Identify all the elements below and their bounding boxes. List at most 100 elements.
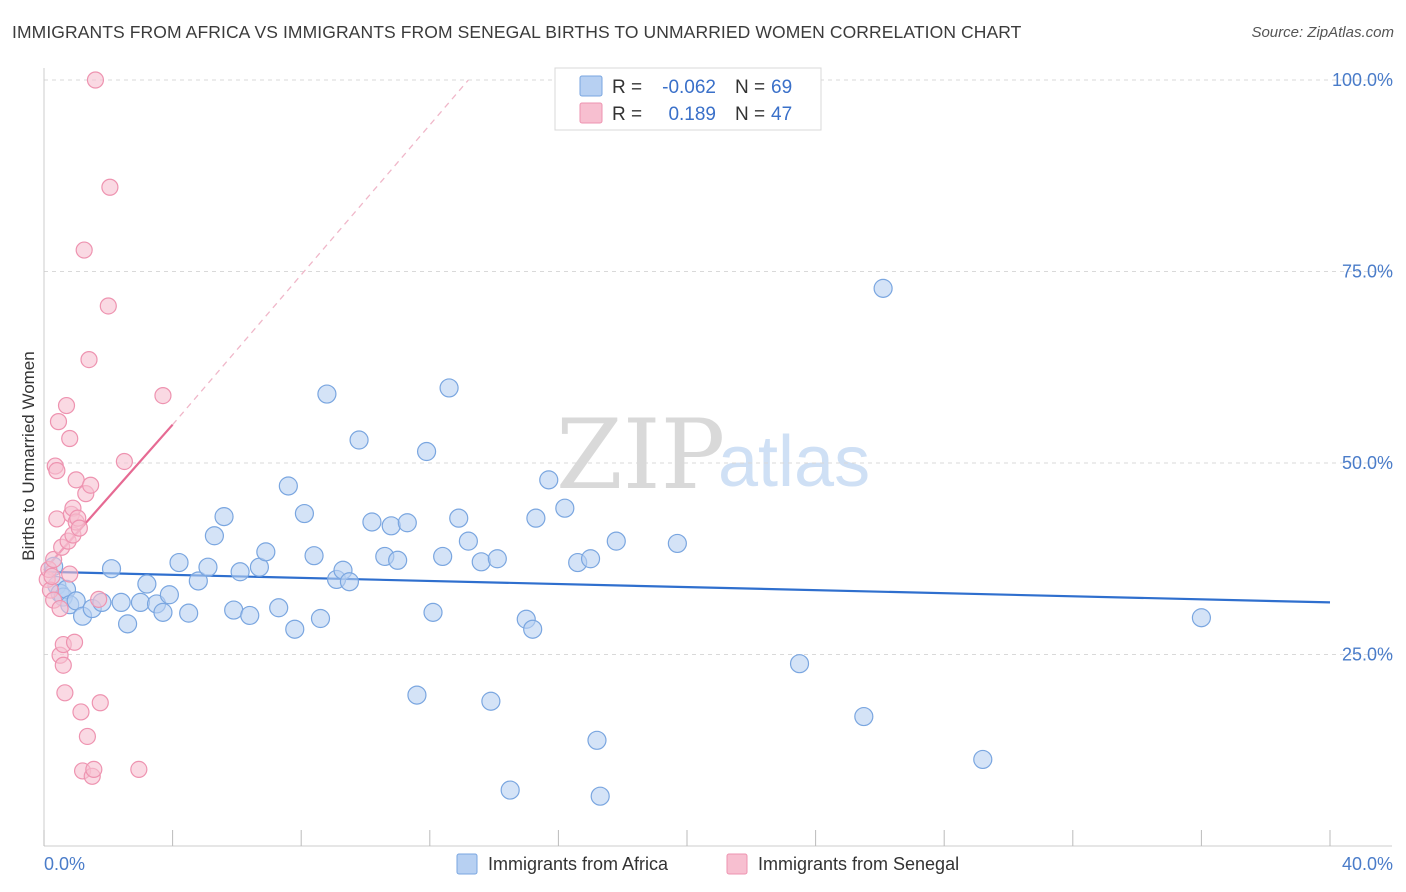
y-axis-label: Births to Unmarried Women: [19, 351, 38, 560]
point-senegal: [75, 241, 93, 259]
point-africa: [580, 549, 601, 569]
point-africa: [198, 557, 218, 577]
point-africa: [481, 691, 501, 711]
trend-lines: [43, 79, 1331, 604]
point-africa: [500, 780, 520, 800]
point-senegal: [99, 297, 117, 315]
legend-swatch-senegal: [579, 102, 603, 124]
point-africa: [539, 470, 559, 490]
point-senegal: [56, 684, 74, 702]
tick-labels: 25.0% 50.0% 75.0% 100.0% 0.0% 40.0%: [44, 70, 1393, 874]
point-africa: [111, 592, 131, 613]
point-senegal: [54, 656, 72, 674]
point-africa: [117, 614, 138, 634]
legend-swatch-africa: [579, 75, 603, 97]
point-senegal: [43, 567, 61, 585]
legend-n-label-africa: N =: [735, 77, 765, 98]
point-africa: [137, 574, 157, 594]
point-senegal: [61, 429, 79, 448]
legend-r-label-senegal: R =: [612, 104, 642, 125]
point-senegal: [72, 703, 90, 721]
bottom-legend: Immigrants from Africa Immigrants from S…: [456, 853, 959, 875]
point-africa: [555, 498, 575, 518]
chart-title: IMMIGRANTS FROM AFRICA VS IMMIGRANTS FRO…: [12, 22, 1022, 42]
point-africa: [449, 508, 469, 528]
point-africa: [439, 378, 459, 398]
point-senegal: [48, 510, 66, 528]
point-senegal: [101, 178, 119, 196]
point-africa: [416, 441, 437, 462]
point-africa: [294, 503, 315, 524]
point-africa: [789, 654, 810, 674]
point-senegal: [85, 760, 103, 779]
point-africa: [433, 546, 453, 567]
point-africa: [487, 549, 507, 569]
point-africa: [854, 706, 874, 727]
point-africa: [339, 572, 360, 592]
point-africa: [269, 598, 289, 618]
point-africa: [381, 516, 401, 536]
point-senegal: [130, 760, 148, 779]
point-africa: [240, 605, 260, 626]
point-africa: [159, 585, 179, 605]
point-africa: [973, 749, 993, 770]
point-africa: [349, 430, 369, 450]
legend-r-value-africa: -0.062: [662, 77, 716, 98]
point-africa: [169, 552, 189, 573]
point-senegal: [86, 71, 105, 89]
source-label: Source: ZipAtlas.com: [1251, 24, 1394, 41]
legend-r-value-senegal: 0.189: [668, 104, 716, 125]
bottom-legend-swatch-senegal: [726, 853, 748, 875]
y-tick-label: 75.0%: [1342, 262, 1393, 282]
legend-n-value-africa: 69: [771, 77, 792, 98]
bottom-legend-label-senegal: Immigrants from Senegal: [758, 854, 959, 874]
point-africa: [224, 600, 244, 620]
legend-n-label-senegal: N =: [735, 104, 765, 125]
y-tick-label: 25.0%: [1342, 645, 1393, 665]
point-africa: [407, 685, 427, 705]
axes: [43, 68, 1392, 847]
point-africa: [310, 608, 331, 629]
point-senegal: [82, 476, 100, 494]
point-africa: [1191, 608, 1212, 628]
point-senegal: [115, 452, 133, 471]
legend-n-value-senegal: 47: [771, 104, 792, 125]
point-africa: [304, 546, 324, 566]
point-africa: [397, 513, 417, 533]
point-africa: [130, 592, 151, 613]
point-africa: [204, 526, 224, 546]
trend-line-senegal-extended: [172, 79, 469, 426]
point-africa: [153, 602, 173, 622]
point-africa: [523, 619, 543, 639]
point-senegal: [57, 396, 76, 415]
point-africa: [667, 533, 687, 554]
point-africa: [188, 571, 208, 591]
point-africa: [214, 507, 234, 527]
point-africa: [388, 550, 408, 570]
data-points: [38, 71, 1212, 806]
point-africa: [873, 278, 893, 298]
watermark-zip: ZIP: [556, 399, 725, 511]
point-senegal: [154, 386, 172, 405]
x-tick-label: 0.0%: [44, 854, 85, 874]
y-tick-label: 100.0%: [1332, 70, 1393, 90]
bottom-legend-label-africa: Immigrants from Africa: [488, 854, 669, 874]
grid-lines: [44, 79, 1392, 655]
point-senegal: [48, 462, 66, 480]
point-africa: [285, 619, 305, 639]
x-tick-label: 40.0%: [1342, 854, 1393, 874]
point-senegal: [78, 727, 97, 746]
point-africa: [278, 476, 298, 496]
point-senegal: [61, 565, 79, 583]
point-senegal: [51, 599, 69, 618]
trend-line-africa: [43, 570, 1331, 604]
point-africa: [587, 730, 607, 750]
watermark-atlas: atlas: [718, 422, 870, 502]
point-senegal: [65, 633, 84, 651]
point-africa: [606, 531, 626, 551]
point-senegal: [80, 350, 98, 369]
point-africa: [471, 552, 491, 572]
point-senegal: [90, 590, 108, 608]
point-africa: [526, 508, 546, 528]
